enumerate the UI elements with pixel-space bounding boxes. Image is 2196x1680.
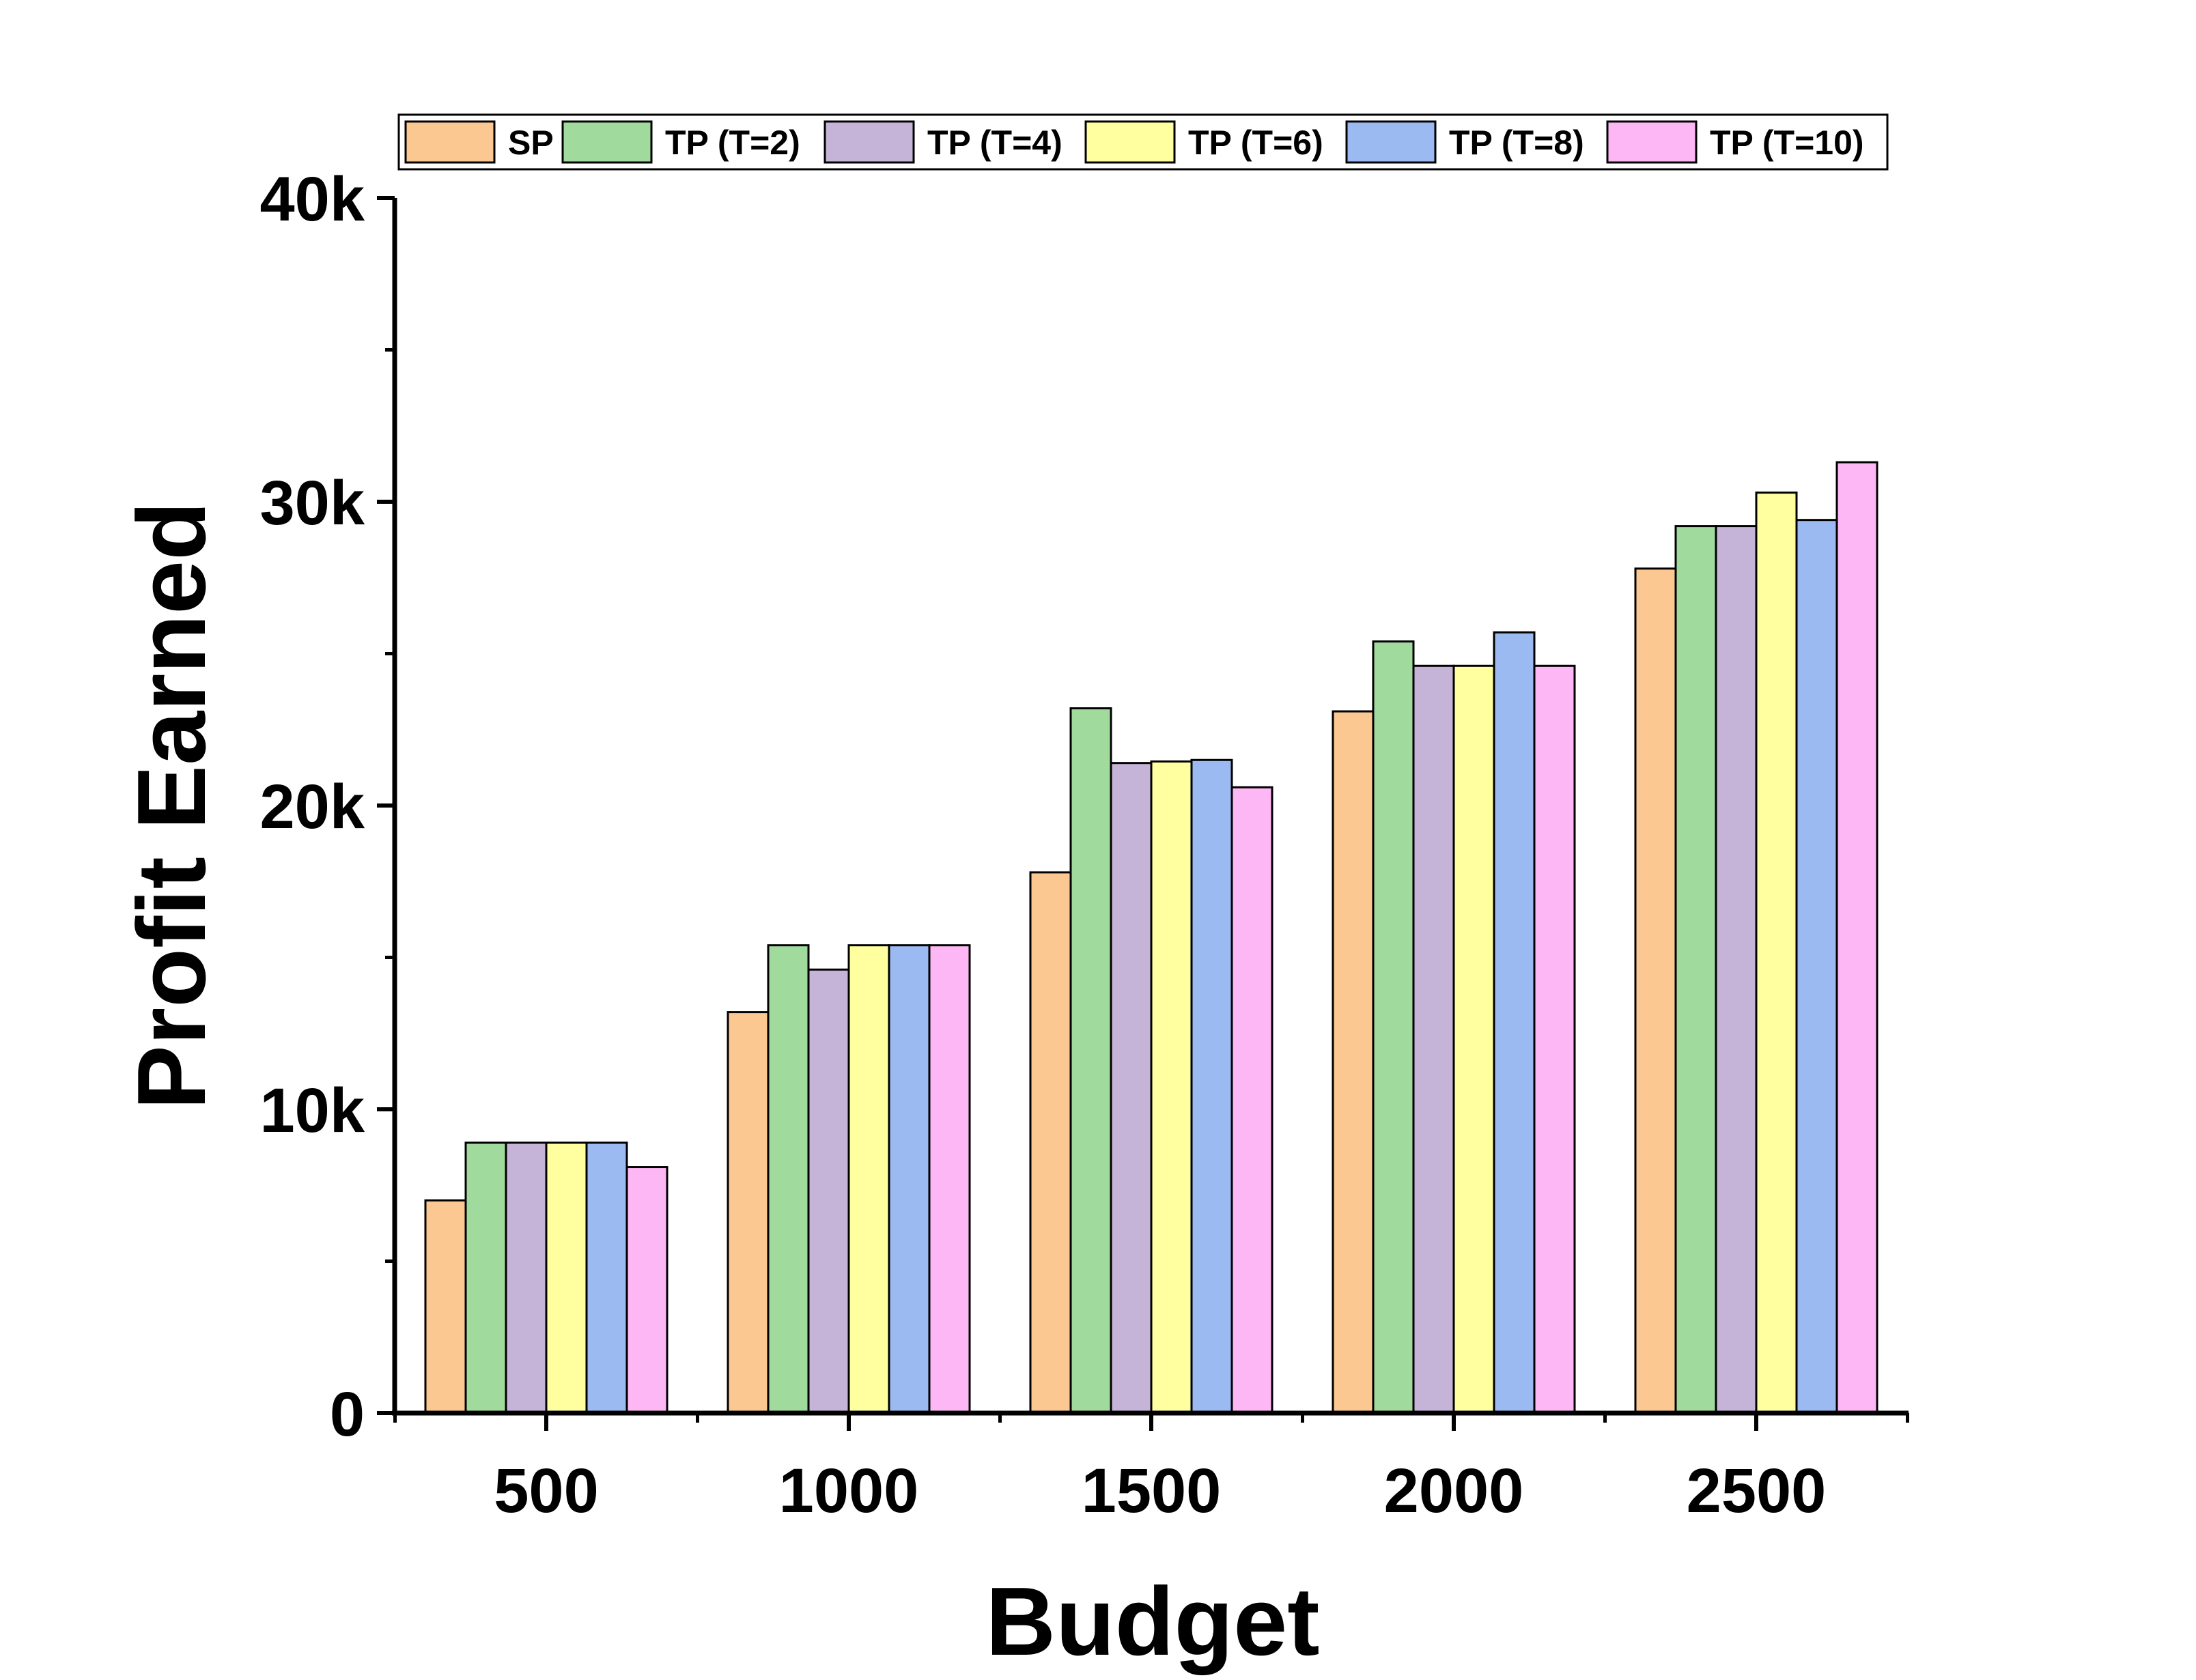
legend-swatch-sp <box>404 120 496 164</box>
bar-2500-tp-t-4 <box>1715 525 1758 1414</box>
bar-1000-tp-t-10 <box>928 944 971 1414</box>
x-tick-label: 2500 <box>1687 1456 1827 1526</box>
bar-1500-tp-t-8 <box>1190 758 1233 1414</box>
x-tick-label: 1500 <box>1082 1456 1222 1526</box>
bar-2500-tp-t-10 <box>1835 461 1878 1414</box>
bar-500-tp-t-6 <box>545 1141 588 1414</box>
legend-swatch-tp-t-10 <box>1606 120 1698 164</box>
bar-2000-tp-t-2 <box>1372 640 1415 1414</box>
bar-500-tp-t-4 <box>505 1141 548 1414</box>
bar-1000-tp-t-4 <box>807 968 850 1414</box>
bar-2500-tp-t-6 <box>1755 492 1798 1414</box>
legend: SP TP (T=2) TP (T=4) TP (T=6) TP (T=8) TP (T=… <box>397 113 1889 171</box>
bar-2000-tp-t-10 <box>1533 664 1576 1414</box>
y-tick-label: 20k <box>260 772 365 842</box>
bar-2000-sp <box>1332 710 1375 1414</box>
legend-label-tp-t-4: TP (T=4) <box>927 124 1062 162</box>
bar-2000-tp-t-6 <box>1452 664 1495 1414</box>
bar-1000-tp-t-2 <box>767 944 810 1414</box>
y-tick-label: 0 <box>330 1380 365 1449</box>
legend-label-sp: SP <box>508 124 554 162</box>
bars-group <box>424 461 1878 1414</box>
legend-label-tp-t-8: TP (T=8) <box>1449 124 1584 162</box>
legend-swatch-tp-t-2 <box>561 120 653 164</box>
bar-1500-tp-t-4 <box>1110 762 1153 1414</box>
legend-swatch-tp-t-8 <box>1345 120 1437 164</box>
x-tick-label: 500 <box>494 1456 599 1526</box>
x-tick-label: 1000 <box>779 1456 919 1526</box>
legend-label-tp-t-2: TP (T=2) <box>665 124 800 162</box>
bar-2500-sp <box>1634 567 1677 1414</box>
bar-1000-tp-t-6 <box>847 944 890 1414</box>
x-tick-label: 2000 <box>1384 1456 1524 1526</box>
y-axis-title: Profit Earned <box>117 501 226 1110</box>
y-tick-label: 40k <box>260 165 365 234</box>
x-axis-title: Budget <box>985 1567 1319 1676</box>
y-tick-label: 10k <box>260 1076 365 1145</box>
bar-1500-tp-t-6 <box>1150 760 1193 1414</box>
bar-1000-tp-t-8 <box>888 944 931 1414</box>
legend-swatch-tp-t-4 <box>824 120 915 164</box>
legend-label-tp-t-6: TP (T=6) <box>1188 124 1323 162</box>
bar-500-tp-t-10 <box>625 1166 668 1414</box>
legend-label-tp-t-10: TP (T=10) <box>1710 124 1864 162</box>
legend-swatch-tp-t-6 <box>1084 120 1176 164</box>
bar-2000-tp-t-8 <box>1493 631 1536 1414</box>
bar-2500-tp-t-2 <box>1674 525 1717 1414</box>
bar-2000-tp-t-4 <box>1412 664 1455 1414</box>
y-tick-label: 30k <box>260 468 365 538</box>
bar-1500-tp-t-10 <box>1230 786 1273 1414</box>
bar-1000-sp <box>727 1011 770 1414</box>
bar-500-tp-t-8 <box>585 1141 628 1414</box>
bar-500-tp-t-2 <box>464 1141 507 1414</box>
bar-1500-sp <box>1029 871 1072 1414</box>
ticks-group: 0 10k 20k 30k 40k 500 1000 1500 2000 2500 <box>260 165 1909 1526</box>
bar-1500-tp-t-2 <box>1069 707 1112 1414</box>
bar-2500-tp-t-8 <box>1795 519 1838 1414</box>
bar-500-sp <box>424 1199 467 1414</box>
